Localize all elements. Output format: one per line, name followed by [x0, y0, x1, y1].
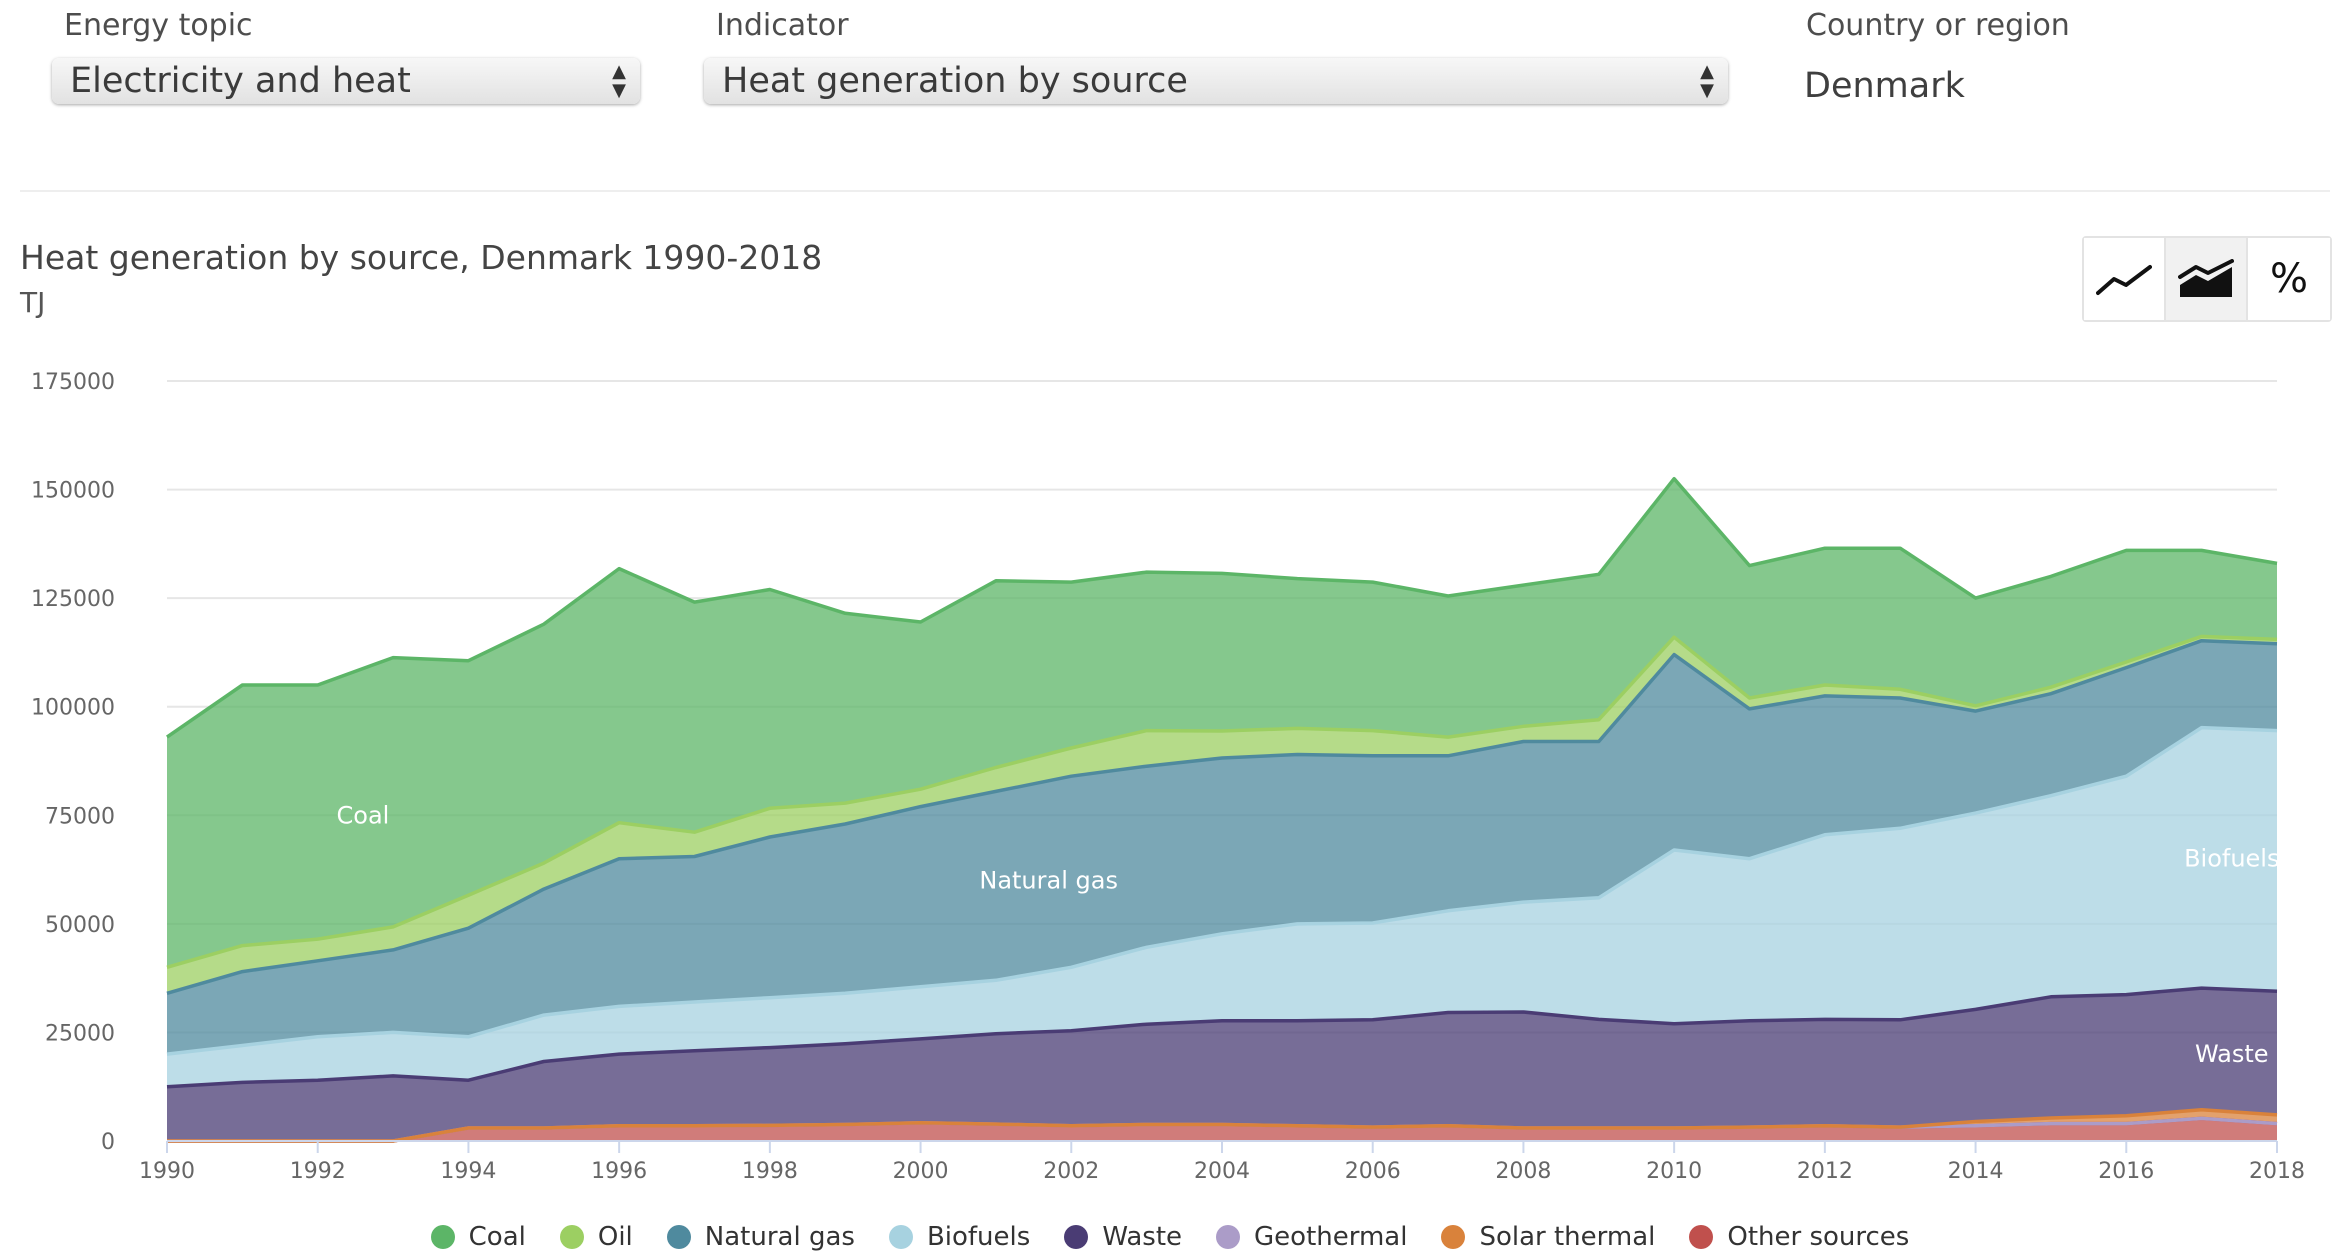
- line-coal: [166, 476, 2278, 739]
- legend-label: Biofuels: [926, 1222, 1031, 1252]
- line-biofuels: [166, 725, 2278, 1056]
- legend-swatch: [430, 1225, 455, 1249]
- country-label: Country or region: [1806, 8, 2070, 43]
- stacked-area-icon: [2178, 259, 2234, 297]
- x-tick-label: 2006: [1345, 1159, 1401, 1184]
- select-arrows-icon: ▲ ▼: [1700, 61, 1714, 101]
- legend-label: Natural gas: [704, 1222, 855, 1252]
- line-chart-button[interactable]: [2084, 238, 2166, 320]
- y-tick-label: 50000: [45, 913, 115, 938]
- legend-item-geothermal[interactable]: Geothermal: [1216, 1222, 1407, 1252]
- line-waste: [166, 986, 2278, 1089]
- x-tick-label: 1990: [139, 1159, 195, 1184]
- x-tick-label: 2000: [893, 1159, 949, 1184]
- chart-mode-toggle: %: [2082, 236, 2332, 322]
- legend-label: Waste: [1102, 1222, 1183, 1252]
- y-tick-label: 150000: [31, 479, 115, 504]
- area-other-sources: [167, 1118, 2277, 1141]
- annotation-natural-gas: Natural gas: [979, 866, 1118, 894]
- chart-legend: Coal Oil Natural gas Biofuels Waste Geotherma…: [0, 1222, 2340, 1252]
- stacked-area-button[interactable]: [2166, 238, 2248, 320]
- indicator-value: Heat generation by source: [722, 61, 1188, 101]
- legend-item-oil[interactable]: Oil: [559, 1222, 633, 1252]
- y-tick-label: 25000: [45, 1021, 115, 1046]
- legend-swatch: [666, 1225, 691, 1249]
- x-tick-label: 2016: [2098, 1159, 2154, 1184]
- legend-swatch: [1216, 1225, 1241, 1249]
- legend-item-other-sources[interactable]: Other sources: [1689, 1222, 1909, 1252]
- legend-item-biofuels[interactable]: Biofuels: [888, 1222, 1031, 1252]
- x-tick-label: 2018: [2249, 1159, 2305, 1184]
- chart-unit: TJ: [20, 286, 46, 319]
- x-tick-label: 2012: [1797, 1159, 1853, 1184]
- legend-item-natural-gas[interactable]: Natural gas: [666, 1222, 855, 1252]
- legend-swatch: [1689, 1225, 1714, 1249]
- x-tick-label: 2002: [1043, 1159, 1099, 1184]
- percent-icon: %: [2269, 256, 2308, 302]
- annotation-biofuels: Biofuels: [2184, 845, 2279, 873]
- legend-swatch: [559, 1225, 584, 1249]
- energy-topic-label: Energy topic: [64, 8, 253, 43]
- percent-button[interactable]: %: [2248, 238, 2330, 320]
- legend-label: Oil: [597, 1222, 633, 1252]
- line-solar-thermal: [167, 1107, 2278, 1143]
- area-waste: [167, 988, 2277, 1141]
- x-tick-label: 1998: [742, 1159, 798, 1184]
- area-natural-gas: [167, 640, 2277, 1055]
- y-tick-label: 75000: [45, 804, 115, 829]
- legend-item-solar-thermal[interactable]: Solar thermal: [1441, 1222, 1655, 1252]
- legend-swatch: [888, 1225, 913, 1249]
- line-oil: [166, 634, 2278, 969]
- chart-title: Heat generation by source, Denmark 1990-…: [20, 238, 823, 277]
- annotation-coal: Coal: [337, 801, 390, 829]
- y-tick-label: 0: [101, 1130, 115, 1155]
- y-tick-label: 100000: [31, 696, 115, 721]
- indicator-label: Indicator: [716, 8, 849, 43]
- legend-label: Geothermal: [1254, 1222, 1408, 1252]
- legend-swatch: [1441, 1225, 1466, 1249]
- annotation-waste: Waste: [2195, 1040, 2269, 1068]
- x-tick-label: 2010: [1646, 1159, 1702, 1184]
- x-tick-label: 1994: [440, 1159, 496, 1184]
- legend-label: Coal: [468, 1222, 526, 1252]
- x-tick-label: 1992: [290, 1159, 346, 1184]
- select-arrows-icon: ▲ ▼: [612, 61, 626, 101]
- legend-swatch: [1064, 1225, 1089, 1249]
- energy-topic-select[interactable]: Electricity and heat ▲ ▼: [52, 58, 640, 104]
- indicator-select[interactable]: Heat generation by source ▲ ▼: [704, 58, 1728, 104]
- legend-item-waste[interactable]: Waste: [1064, 1222, 1182, 1252]
- y-tick-label: 175000: [31, 370, 115, 395]
- area-coal: [167, 478, 2277, 968]
- country-value[interactable]: Denmark: [1804, 66, 1965, 106]
- x-tick-label: 1996: [591, 1159, 647, 1184]
- line-natural-gas: [166, 638, 2278, 995]
- x-tick-label: 2004: [1194, 1159, 1250, 1184]
- x-tick-label: 2008: [1495, 1159, 1551, 1184]
- divider: [20, 190, 2330, 192]
- legend-item-coal[interactable]: Coal: [430, 1222, 526, 1252]
- y-tick-label: 125000: [31, 587, 115, 612]
- x-tick-label: 2014: [1948, 1159, 2004, 1184]
- legend-label: Other sources: [1727, 1222, 1910, 1252]
- legend-label: Solar thermal: [1479, 1222, 1656, 1252]
- stacked-area-chart: 0 25000 50000 75000 100000 125000 150000 175000…: [31, 370, 2305, 1184]
- area-biofuels: [167, 727, 2277, 1087]
- line-chart-icon: [2096, 265, 2152, 295]
- energy-topic-value: Electricity and heat: [70, 61, 411, 101]
